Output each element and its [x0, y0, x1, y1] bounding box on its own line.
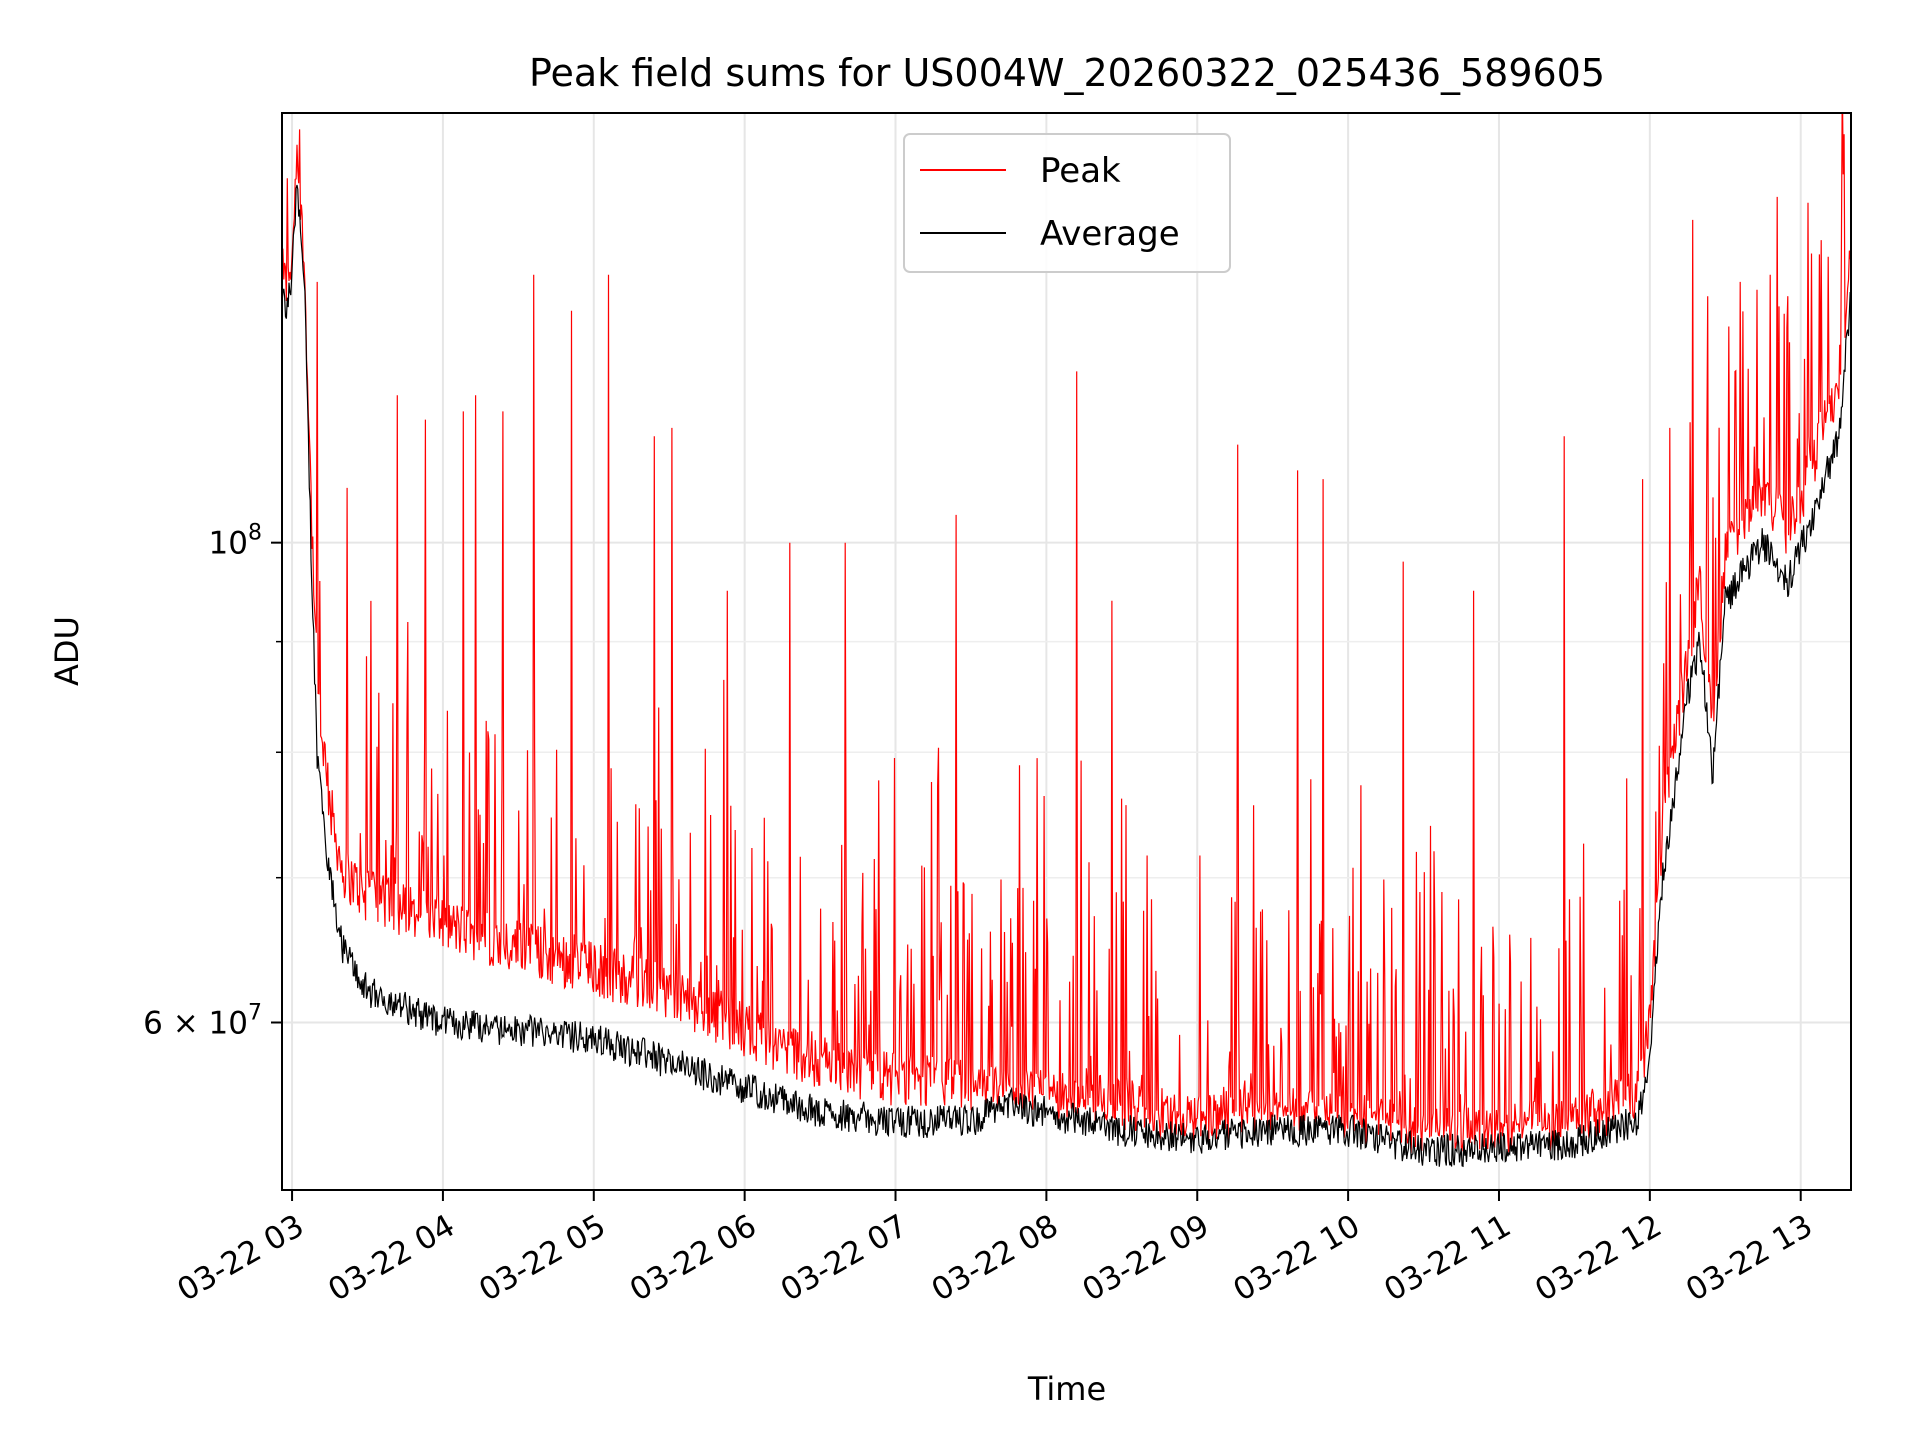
y-tick-label-base-1: 6 × 10: [143, 1005, 248, 1041]
legend-label-peak: Peak: [1040, 151, 1121, 191]
y-tick-label-base-0: 10: [209, 526, 248, 562]
plot-frame: [281, 112, 1852, 1191]
y-tick-label-exp-0: 8: [248, 521, 262, 546]
chart-title: Peak field sums for US004W_20260322_0254…: [529, 51, 1605, 95]
y-axis: 108 6 × 107: [143, 521, 282, 1041]
legend-label-average: Average: [1040, 214, 1180, 254]
y-axis-label: ADU: [48, 616, 86, 686]
series-line-average: [282, 184, 1851, 1168]
y-tick-label-exp-1: 7: [248, 1000, 262, 1025]
plot-series: [282, 113, 1851, 1168]
legend-box: [903, 133, 1231, 273]
legend: Peak Average: [903, 133, 1231, 273]
y-tick-label-0: 108: [209, 521, 262, 562]
y-tick-label-1: 6 × 107: [143, 1000, 262, 1041]
x-axis-label: Time: [1027, 1370, 1106, 1408]
